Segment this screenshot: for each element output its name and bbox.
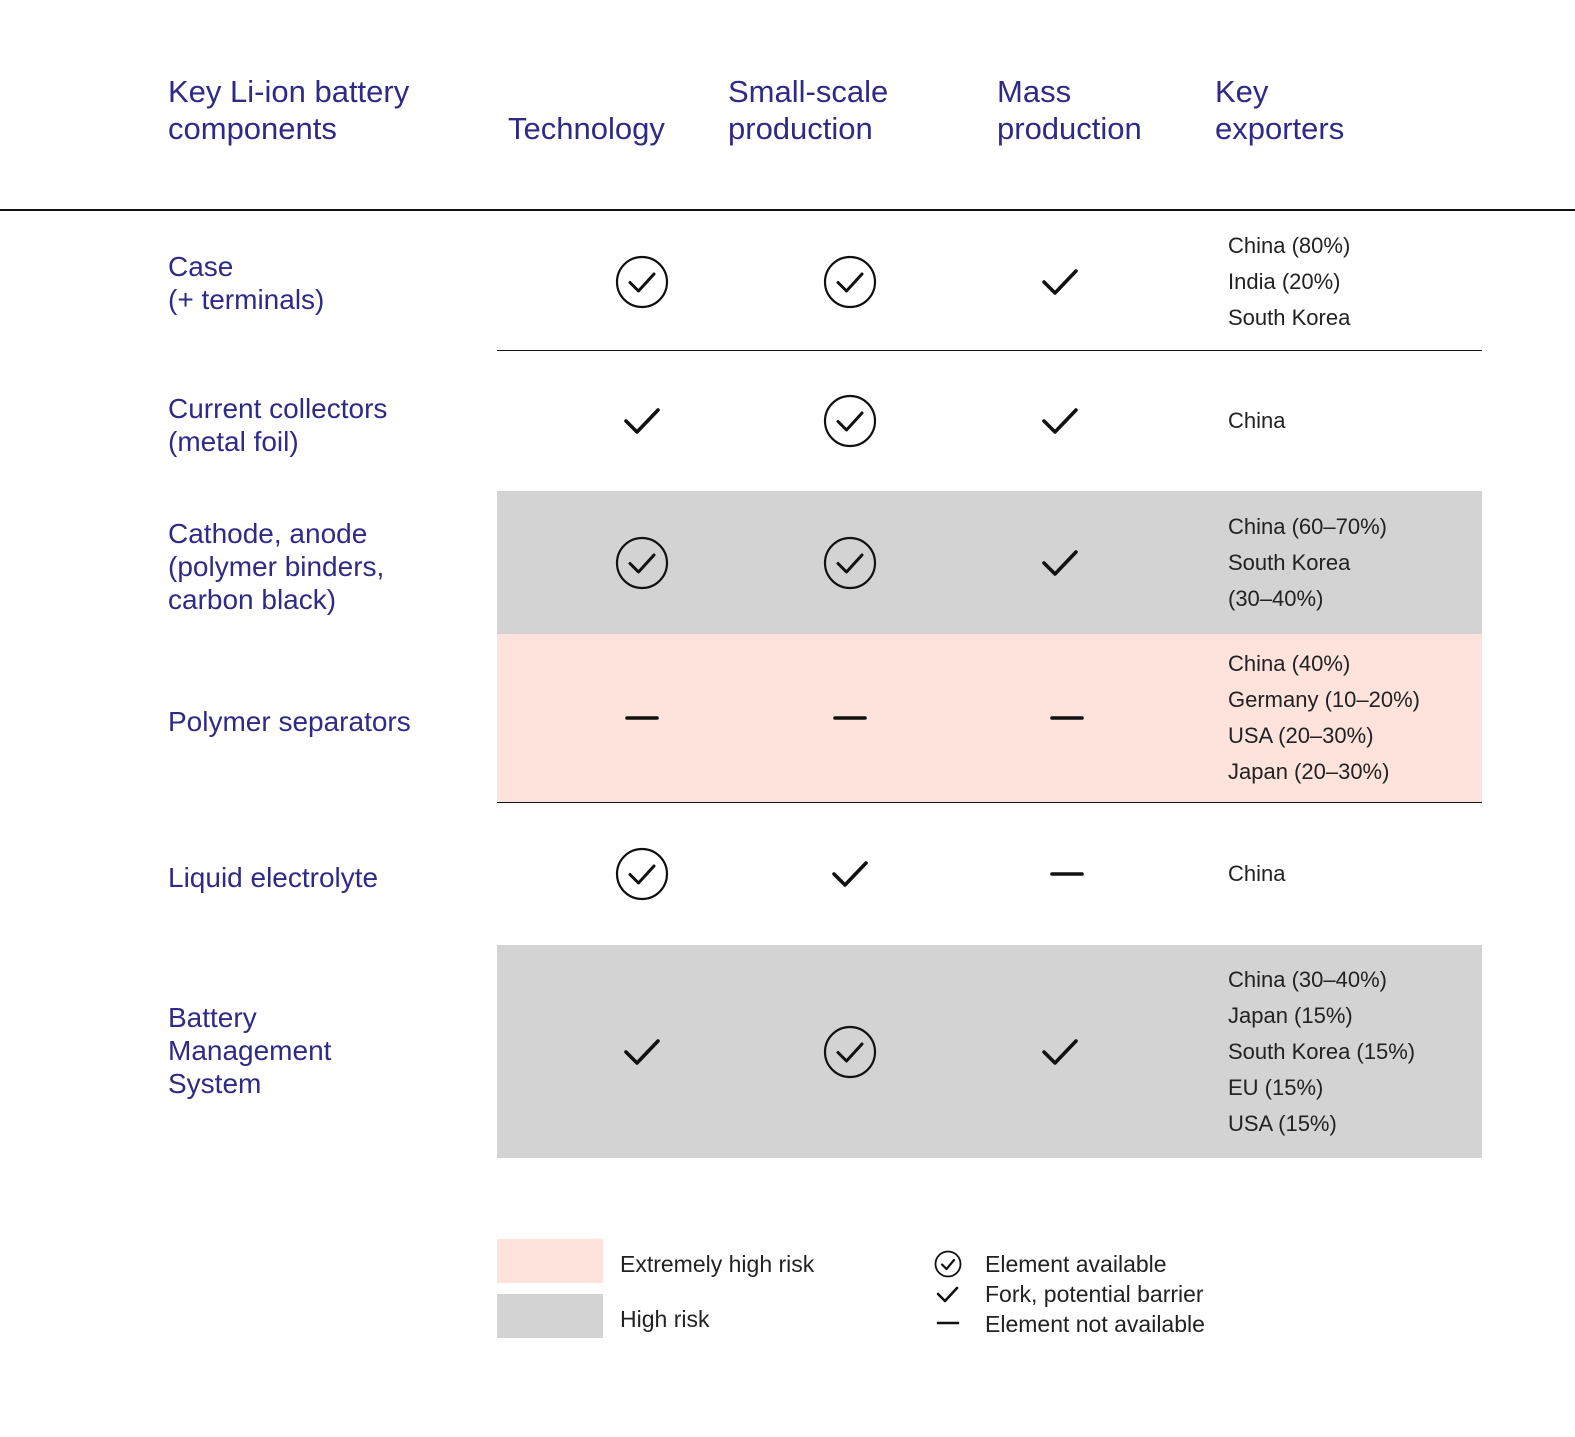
legend-high-label: High risk — [620, 1306, 710, 1332]
risk-band-high — [497, 491, 1482, 634]
exporter-item: South Korea (15%) — [1228, 1038, 1416, 1064]
row-divider — [497, 802, 1482, 803]
exporter-item: China (40%) — [1228, 651, 1351, 676]
element-available-icon — [822, 254, 878, 310]
fork-barrier-icon — [614, 1024, 670, 1080]
exporter-item: USA (15%) — [1228, 1110, 1337, 1136]
header-exporters: Key exporters — [1215, 74, 1345, 146]
element-available-icon — [614, 846, 670, 902]
exporter-item: (30–40%) — [1228, 585, 1324, 611]
exporter-item: South Korea — [1228, 304, 1351, 330]
element-not-available-icon — [1039, 846, 1095, 902]
component-label: Polymer separators — [168, 706, 411, 737]
element-available-icon — [822, 1024, 878, 1080]
exporters-list: China (40%) Germany (10–20%) USA (20–30%) J… — [1228, 646, 1420, 790]
exporter-item: China (30–40%) — [1228, 966, 1387, 992]
exporters-list: China — [1228, 856, 1285, 892]
header-divider — [0, 209, 1575, 211]
exporter-item: China (80%) — [1228, 232, 1351, 258]
element-available-icon — [614, 535, 670, 591]
component-label: Current collectors (metal foil) — [168, 393, 388, 457]
fork-barrier-icon — [1032, 1024, 1088, 1080]
header-mass: Mass production — [997, 74, 1142, 146]
legend-extreme-label: Extremely high risk — [620, 1251, 815, 1277]
legend-swatch-high — [497, 1294, 603, 1338]
exporter-item: China — [1228, 407, 1286, 433]
element-not-available-icon — [1039, 690, 1095, 746]
fork-barrier-icon — [1032, 535, 1088, 591]
legend-fork-icon — [936, 1286, 959, 1303]
legend-swatch-extreme — [497, 1239, 603, 1283]
exporters-list: China (60–70%) South Korea (30–40%) — [1228, 509, 1387, 617]
component-label: Cathode, anode (polymer binders, carbon … — [168, 518, 385, 615]
exporter-item: USA (20–30%) — [1228, 723, 1374, 748]
fork-barrier-icon — [614, 393, 670, 449]
exporter-item: China — [1228, 860, 1286, 886]
fork-barrier-icon — [822, 846, 878, 902]
component-label: Case (+ terminals) — [168, 251, 325, 315]
exporter-item: EU (15%) — [1228, 1074, 1324, 1100]
risk-band-extreme — [497, 634, 1482, 802]
header-components: Key Li-ion battery components — [168, 74, 410, 146]
exporters-list: China — [1228, 403, 1285, 439]
component-label: Liquid electrolyte — [168, 862, 379, 893]
risk-band-high — [497, 945, 1482, 1158]
exporter-item: Germany (10–20%) — [1228, 687, 1420, 712]
exporters-list: China (80%) India (20%) South Korea — [1228, 228, 1350, 336]
legend-not-available-label: Element not available — [985, 1311, 1205, 1337]
legend-fork-label: Fork, potential barrier — [985, 1281, 1204, 1307]
element-not-available-icon — [614, 690, 670, 746]
element-available-icon — [822, 535, 878, 591]
fork-barrier-icon — [1032, 393, 1088, 449]
header-small-scale: Small-scale production — [728, 74, 889, 146]
exporter-item: Japan (15%) — [1228, 1002, 1353, 1028]
exporter-item: China (60–70%) — [1228, 513, 1387, 539]
fork-barrier-icon — [1032, 254, 1088, 310]
element-available-icon — [822, 393, 878, 449]
exporter-item: South Korea — [1228, 549, 1351, 575]
legend-not-available-icon — [936, 1321, 960, 1325]
exporter-item: India (20%) — [1228, 268, 1341, 294]
component-label: Battery Management System — [168, 1002, 332, 1099]
element-not-available-icon — [822, 690, 878, 746]
element-available-icon — [614, 254, 670, 310]
exporter-item: Japan (20–30%) — [1228, 759, 1390, 784]
legend-available-icon — [934, 1250, 962, 1278]
header-technology: Technology — [508, 111, 665, 146]
row-divider — [497, 350, 1482, 351]
legend-available-label: Element available — [985, 1251, 1167, 1277]
exporters-list: China (30–40%) Japan (15%) South Korea (15… — [1228, 962, 1415, 1142]
